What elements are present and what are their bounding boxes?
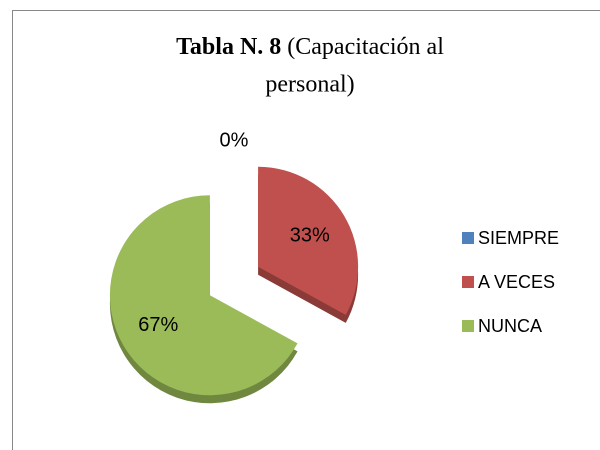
slice-label: 33% [290, 224, 330, 246]
slice-label: 67% [138, 314, 178, 336]
legend-swatch [462, 276, 474, 288]
chart-title: Tabla N. 8 (Capacitación al [176, 34, 444, 60]
legend-label: SIEMPRE [478, 228, 559, 248]
slice [258, 166, 359, 315]
chart-title-line: personal) [265, 72, 354, 98]
legend-label: A VECES [478, 272, 555, 292]
slice-label: 0% [220, 129, 249, 151]
slice [109, 195, 298, 396]
legend-swatch [462, 232, 474, 244]
legend-label: NUNCA [478, 316, 542, 336]
title-bold: Tabla N. 8 [176, 34, 281, 60]
legend-swatch [462, 320, 474, 332]
title-rest: (Capacitación al [287, 34, 444, 60]
